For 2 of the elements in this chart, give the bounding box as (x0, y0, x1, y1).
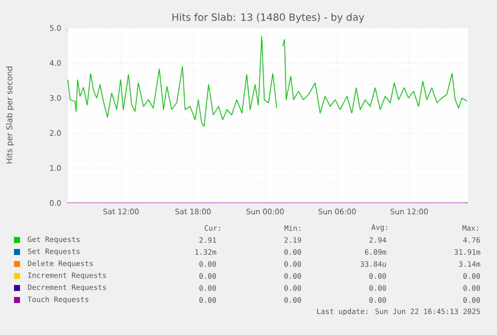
y-axis-title: Hits per Slab per second (6, 66, 14, 164)
chart-title: Hits for Slab: 13 (1480 Bytes) - by day (172, 13, 364, 23)
